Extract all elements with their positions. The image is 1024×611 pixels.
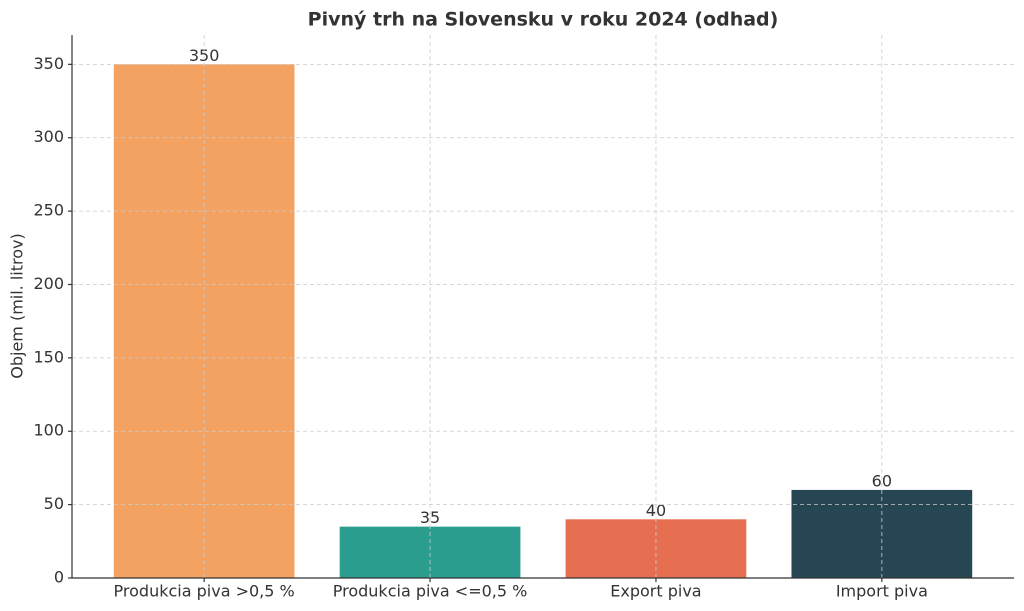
y-tick-label: 150 — [33, 347, 64, 366]
x-tick-label: Produkcia piva >0,5 % — [114, 582, 295, 601]
x-tick-label: Import piva — [836, 582, 928, 601]
chart-title: Pivný trh na Slovensku v roku 2024 (odha… — [308, 9, 779, 31]
y-tick-label: 100 — [33, 421, 64, 440]
x-tick-label: Produkcia piva <=0,5 % — [333, 582, 528, 601]
value-label: 35 — [420, 508, 440, 527]
y-tick-label: 350 — [33, 54, 64, 73]
value-label: 40 — [646, 501, 666, 520]
value-label: 60 — [872, 471, 892, 490]
y-tick-label: 0 — [54, 568, 64, 587]
y-axis-label: Objem (mil. litrov) — [8, 233, 27, 379]
y-tick-label: 50 — [44, 494, 64, 513]
y-tick-label: 300 — [33, 127, 64, 146]
y-tick-label: 200 — [33, 274, 64, 293]
value-label: 350 — [189, 46, 220, 65]
y-tick-label: 250 — [33, 201, 64, 220]
x-tick-label: Export piva — [610, 582, 701, 601]
